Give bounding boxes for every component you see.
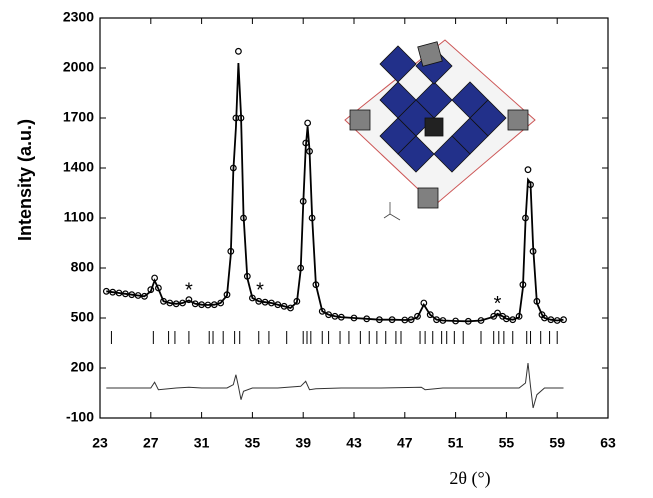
difference-line	[106, 362, 564, 409]
observed-point	[494, 309, 501, 317]
y-tick-label: 1700	[63, 109, 94, 125]
y-tick-label: -100	[66, 409, 94, 425]
y-tick-label: 2300	[63, 9, 94, 25]
observed-point	[185, 296, 193, 304]
x-tick-label: 31	[194, 435, 210, 451]
y-tick-label: 1400	[63, 159, 94, 175]
observed-point	[414, 312, 421, 320]
observed-point	[426, 311, 434, 319]
y-tick-label: 2000	[63, 59, 94, 75]
observed-point	[490, 312, 498, 320]
x-tick-label: 59	[549, 435, 565, 451]
annotation: *	[494, 293, 502, 315]
calculated-line	[106, 62, 564, 323]
y-tick-label: 500	[71, 309, 95, 325]
x-tick-label: 35	[245, 435, 261, 451]
y-tick-label: 200	[71, 359, 95, 375]
y-axis-label: Intensity (a.u.)	[15, 119, 35, 241]
x-tick-label: 47	[397, 435, 413, 451]
annotation: *	[185, 280, 193, 302]
crystal-structure-inset	[344, 39, 536, 221]
x-tick-label: 55	[499, 435, 515, 451]
x-tick-label: 51	[448, 435, 464, 451]
x-tick-label: 27	[143, 435, 159, 451]
y-tick-label: 800	[71, 259, 95, 275]
x-axis-label: 2θ (°)	[449, 468, 490, 489]
observed-point	[524, 166, 532, 174]
annotation: *	[256, 280, 264, 302]
x-tick-label: 23	[92, 435, 108, 451]
x-tick-label: 39	[295, 435, 311, 451]
observed-point	[235, 47, 242, 55]
y-tick-label: 1100	[64, 209, 95, 225]
x-tick-label: 43	[346, 435, 362, 451]
x-tick-label: 63	[600, 435, 616, 451]
observed-point	[147, 286, 155, 294]
observed-point	[304, 119, 312, 127]
